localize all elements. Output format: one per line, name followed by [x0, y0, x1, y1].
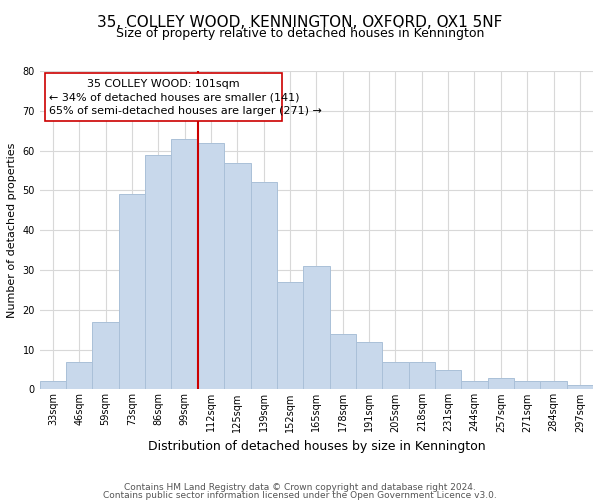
- Bar: [567, 386, 593, 390]
- Bar: [303, 266, 329, 390]
- Bar: [198, 142, 224, 390]
- Text: Contains public sector information licensed under the Open Government Licence v3: Contains public sector information licen…: [103, 490, 497, 500]
- Text: ← 34% of detached houses are smaller (141): ← 34% of detached houses are smaller (14…: [49, 93, 299, 103]
- Text: Contains HM Land Registry data © Crown copyright and database right 2024.: Contains HM Land Registry data © Crown c…: [124, 483, 476, 492]
- X-axis label: Distribution of detached houses by size in Kennington: Distribution of detached houses by size …: [148, 440, 485, 453]
- Bar: [172, 138, 198, 390]
- Bar: [435, 370, 461, 390]
- Bar: [92, 322, 119, 390]
- FancyBboxPatch shape: [45, 73, 282, 120]
- Bar: [461, 382, 488, 390]
- Bar: [409, 362, 435, 390]
- Bar: [145, 154, 172, 390]
- Bar: [251, 182, 277, 390]
- Bar: [40, 382, 66, 390]
- Bar: [514, 382, 541, 390]
- Bar: [224, 162, 251, 390]
- Text: Size of property relative to detached houses in Kennington: Size of property relative to detached ho…: [116, 28, 484, 40]
- Y-axis label: Number of detached properties: Number of detached properties: [7, 142, 17, 318]
- Bar: [382, 362, 409, 390]
- Text: 35 COLLEY WOOD: 101sqm: 35 COLLEY WOOD: 101sqm: [87, 79, 240, 89]
- Bar: [119, 194, 145, 390]
- Bar: [488, 378, 514, 390]
- Bar: [66, 362, 92, 390]
- Text: 35, COLLEY WOOD, KENNINGTON, OXFORD, OX1 5NF: 35, COLLEY WOOD, KENNINGTON, OXFORD, OX1…: [97, 15, 503, 30]
- Bar: [356, 342, 382, 390]
- Bar: [541, 382, 567, 390]
- Bar: [329, 334, 356, 390]
- Text: 65% of semi-detached houses are larger (271) →: 65% of semi-detached houses are larger (…: [49, 106, 322, 116]
- Bar: [277, 282, 303, 390]
